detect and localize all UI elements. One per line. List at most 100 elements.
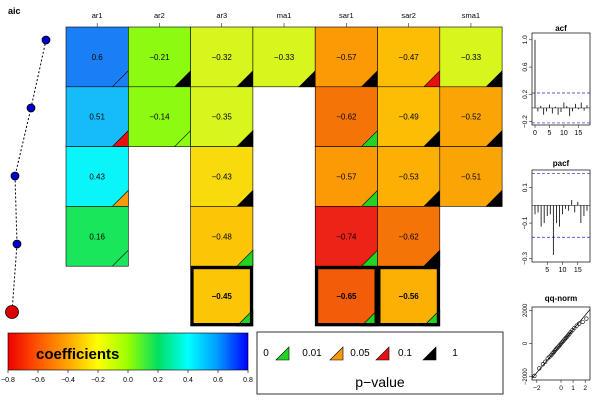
qq-ytick-label: −2000 — [523, 368, 529, 386]
colorbar-tick-label: 0.6 — [213, 377, 223, 384]
coefficient-label: −0.21 — [149, 53, 170, 62]
qq-xtick-label: 0 — [559, 385, 563, 392]
pvalue-marker — [112, 70, 129, 88]
coefficient-label: −0.32 — [212, 53, 233, 62]
qq-norm-title: qq-norm — [545, 294, 577, 303]
qq-point — [557, 342, 562, 348]
heatmap-cell — [314, 146, 378, 207]
coefficient-label: −0.43 — [212, 173, 233, 182]
heatmap-cell — [190, 26, 254, 88]
pvalue-legend-label: 0.05 — [350, 348, 370, 359]
column-label: sar1 — [339, 11, 354, 20]
coefficient-label: −0.65 — [336, 292, 357, 301]
heatmap-cell — [439, 146, 503, 207]
coefficient-label: −0.45 — [212, 292, 233, 301]
qq-xtick-label: 1 — [571, 385, 575, 392]
coefficient-label: −0.53 — [399, 173, 420, 182]
qq-point — [552, 348, 558, 353]
qq-point — [532, 373, 537, 378]
coefficient-label: −0.49 — [399, 113, 420, 122]
pvalue-legend-label: 1 — [452, 348, 458, 359]
coefficient-label: −0.62 — [399, 232, 420, 241]
acf-xtick-label: 5 — [547, 130, 551, 137]
coefficient-label: −0.62 — [336, 113, 357, 122]
pacf-xtick-label: 15 — [574, 267, 582, 274]
pacf-title: pacf — [553, 159, 570, 168]
aic-point — [26, 103, 36, 113]
pvalue-legend-swatch — [422, 346, 437, 361]
column-label: ar1 — [92, 11, 103, 20]
coefficient-label: −0.52 — [461, 113, 482, 122]
qq-point — [555, 345, 560, 350]
coefficient-label: 0.16 — [89, 232, 105, 241]
pvalue-legend-label: 0.01 — [302, 348, 322, 359]
qq-point — [560, 340, 565, 345]
colorbar-tick-label: −0.4 — [61, 377, 75, 384]
coefficient-label: 0.43 — [89, 173, 105, 182]
heatmap-cell — [377, 86, 441, 147]
coefficient-label: −0.14 — [149, 113, 170, 122]
colorbar-tick-label: −0.8 — [1, 377, 15, 384]
heatmap-cell — [377, 146, 441, 207]
qq-ytick-label: 2000 — [523, 303, 529, 317]
heatmap-cell — [128, 26, 191, 88]
qq-point — [554, 347, 559, 352]
pacf-xtick-label: 5 — [545, 267, 549, 274]
column-label: ma1 — [277, 11, 292, 20]
qq-point — [584, 316, 589, 321]
column-label: sar2 — [401, 11, 416, 20]
aic-point — [41, 35, 51, 45]
coefficient-label: −0.74 — [336, 232, 357, 241]
heatmap-cell — [439, 86, 503, 147]
coefficient-label: −0.51 — [461, 173, 482, 182]
aic-point — [5, 305, 19, 319]
pvalue-legend-box — [256, 331, 504, 395]
coefficient-label: −0.47 — [399, 53, 420, 62]
acf-xtick-label: 15 — [574, 130, 582, 137]
acf-ytick-label: −0.2 — [522, 115, 529, 128]
selected-cell-border — [190, 266, 253, 327]
heatmap-cell — [377, 206, 441, 267]
coefficient-label: 0.51 — [89, 113, 105, 122]
qq-point — [577, 321, 582, 326]
acf-frame — [531, 32, 591, 126]
heatmap-cell — [377, 26, 441, 88]
coefficient-label: −0.56 — [399, 292, 420, 301]
qq-point — [537, 366, 542, 371]
pvalue-legend-swatch — [329, 346, 344, 361]
heatmap-cell — [190, 206, 254, 267]
coefficient-label: −0.48 — [212, 232, 233, 241]
colorbar-tick-label: 0.4 — [183, 377, 193, 384]
acf-xtick-label: 0 — [533, 130, 537, 137]
pvalue-legend-title: p−value — [355, 374, 405, 390]
qq-point — [543, 359, 548, 364]
acf-ytick-label: 0.2 — [522, 89, 529, 98]
column-label: sma1 — [462, 11, 480, 20]
acf-ytick-label: 0.6 — [522, 62, 529, 71]
heatmap-cell — [190, 86, 254, 147]
acf-title: acf — [555, 24, 567, 33]
heatmap-cell — [439, 26, 503, 88]
qq-point — [562, 337, 567, 342]
coefficient-label: −0.57 — [336, 173, 357, 182]
qq-xtick-label: −2 — [533, 385, 541, 392]
heatmap-cell — [65, 146, 129, 207]
pvalue-marker — [485, 189, 503, 207]
pvalue-legend-swatch — [375, 346, 390, 361]
coefficient-label: −0.33 — [461, 53, 482, 62]
acf-xtick-label: 10 — [560, 130, 568, 137]
selected-cell-border — [315, 266, 378, 327]
colorbar-title: coefficients — [36, 346, 119, 363]
pvalue-legend-swatch — [275, 346, 290, 361]
qq-point — [563, 335, 568, 341]
selected-cell-border — [377, 266, 440, 327]
heatmap-cell — [65, 206, 129, 267]
pacf-ytick-label: 0.1 — [522, 183, 529, 192]
pacf-xtick-label: 10 — [559, 267, 567, 274]
pacf-ytick-label: −0.1 — [522, 216, 529, 229]
pvalue-marker — [174, 130, 191, 147]
aic-point — [10, 171, 20, 181]
colorbar — [7, 332, 249, 371]
